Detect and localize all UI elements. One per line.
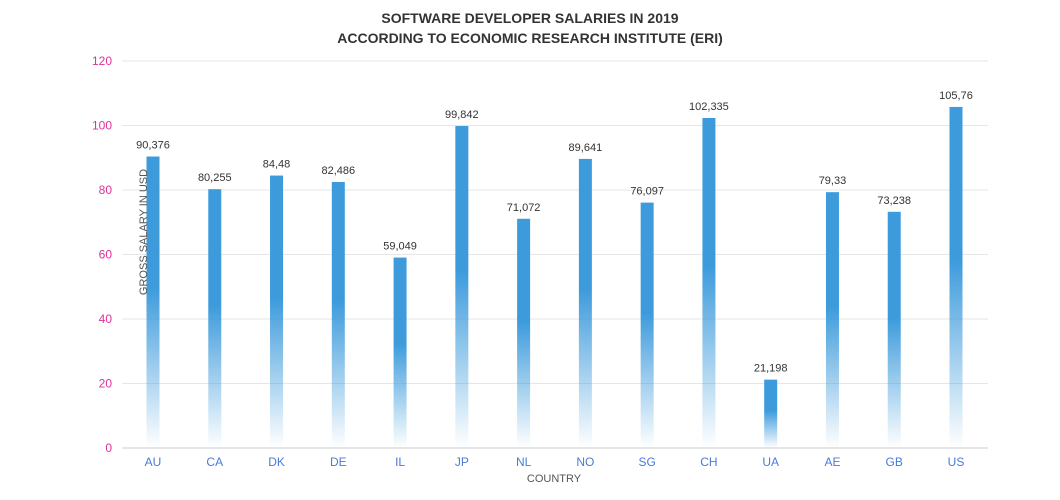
gridlines	[122, 60, 988, 449]
y-tick-label: 120	[92, 54, 112, 68]
x-tick-label-no: NO	[576, 455, 594, 469]
bar-au	[146, 156, 160, 448]
y-tick-label: 60	[99, 248, 113, 262]
data-label-nl: 71,072	[507, 202, 541, 214]
data-label-no: 89,641	[569, 142, 603, 154]
bar-nl	[517, 218, 531, 448]
data-label-il: 59,049	[383, 241, 417, 253]
chart-title-line-1: SOFTWARE DEVELOPER SALARIES IN 2019	[381, 10, 679, 26]
bar-no	[578, 158, 592, 448]
bar-us	[949, 106, 963, 448]
data-label-us: 105,76	[939, 90, 973, 102]
y-axis-label: GROSS SALARY IN USD	[138, 169, 150, 295]
bar-ua	[764, 379, 778, 448]
data-label-gb: 73,238	[877, 195, 911, 207]
data-label-dk: 84,48	[263, 159, 291, 171]
y-tick-label: 40	[99, 312, 113, 326]
x-axis-label: COUNTRY	[527, 473, 582, 485]
y-tick-label: 80	[99, 183, 113, 197]
bar-dk	[270, 175, 284, 448]
x-tick-label-jp: JP	[455, 455, 469, 469]
bar-ca	[208, 189, 222, 449]
data-label-ch: 102,335	[689, 101, 729, 113]
x-tick-label-au: AU	[145, 455, 162, 469]
bar-jp	[455, 126, 469, 448]
x-tick-label-ae: AE	[824, 455, 840, 469]
x-tick-label-gb: GB	[886, 455, 903, 469]
x-tick-label-nl: NL	[516, 455, 532, 469]
data-label-jp: 99,842	[445, 109, 479, 121]
bar-ae	[825, 192, 839, 448]
x-tick-label-sg: SG	[638, 455, 655, 469]
bar-il	[393, 257, 407, 448]
data-label-ua: 21,198	[754, 363, 788, 375]
x-tick-label-de: DE	[330, 455, 347, 469]
y-tick-label: 100	[92, 119, 112, 133]
x-tick-label-ua: UA	[762, 455, 779, 469]
data-label-au: 90,376	[136, 140, 170, 152]
x-tick-label-dk: DK	[268, 455, 285, 469]
x-tick-label-ch: CH	[700, 455, 717, 469]
data-label-de: 82,486	[321, 165, 355, 177]
bar-gb	[887, 211, 901, 448]
x-tick-label-ca: CA	[206, 455, 223, 469]
data-label-ca: 80,255	[198, 172, 232, 184]
y-axis: 0 20 40 60 80 100 120	[92, 54, 112, 455]
x-tick-label-il: IL	[395, 455, 405, 469]
x-tick-label-us: US	[948, 455, 965, 469]
chart-title-line-2: ACCORDING TO ECONOMIC RESEARCH INSTITUTE…	[337, 30, 723, 46]
bar-de	[331, 181, 345, 448]
x-axis: AU CA DK DE IL JP NL NO SG CH UA AE GB US	[145, 455, 965, 469]
data-label-sg: 76,097	[630, 186, 664, 198]
bar-sg	[640, 202, 654, 448]
y-tick-label: 20	[99, 377, 113, 391]
bar-ch	[702, 117, 716, 448]
data-label-ae: 79,33	[819, 175, 847, 187]
y-tick-label: 0	[105, 441, 112, 455]
chart-title: SOFTWARE DEVELOPER SALARIES IN 2019 ACCO…	[0, 8, 1060, 48]
bars: 90,376 80,255 84,48 82,486 59,049 99,842 71,07…	[136, 90, 973, 449]
